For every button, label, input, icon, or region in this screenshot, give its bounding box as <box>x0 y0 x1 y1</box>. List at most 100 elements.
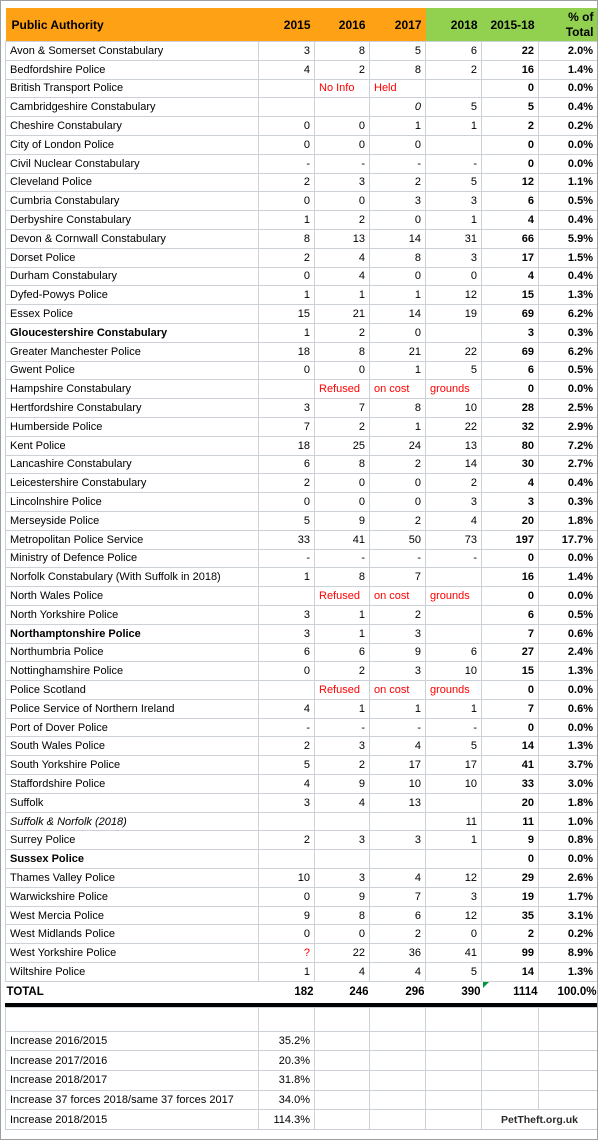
authority-name: British Transport Police <box>5 78 259 99</box>
increase-row: Increase 2018/2017 31.8% <box>5 1070 597 1091</box>
value-cell: 8 <box>369 59 426 80</box>
value-cell: 3 <box>369 191 426 212</box>
value-cell: 2 <box>314 416 370 437</box>
authority-name: Warwickshire Police <box>5 886 259 907</box>
value-cell: 12 <box>425 285 482 306</box>
empty-cell <box>538 1050 597 1072</box>
table-row: Lancashire Constabulary 6 8 2 14 30 2.7% <box>5 454 597 475</box>
authority-name: Sussex Police <box>5 849 259 870</box>
value-cell: 0.6% <box>538 698 597 719</box>
table-row: Thames Valley Police 10 3 4 12 29 2.6% <box>5 868 597 888</box>
value-cell: 5 <box>425 172 482 193</box>
value-cell: 11 <box>481 811 539 832</box>
empty-cell <box>314 1089 370 1111</box>
value-cell: 21 <box>314 304 370 324</box>
value-cell: 1 <box>314 604 370 625</box>
authority-name: Merseyside Police <box>5 510 259 531</box>
authority-name: Nottinghamshire Police <box>5 661 259 682</box>
value-cell: 0.3% <box>538 322 597 343</box>
authority-name: Northamptonshire Police <box>5 623 259 644</box>
value-cell: on cost <box>369 586 426 606</box>
value-cell: 17 <box>369 755 426 776</box>
value-cell: 2 <box>369 924 426 945</box>
empty-cell <box>369 1109 426 1130</box>
table-row: North Yorkshire Police 3 1 2 6 0.5% <box>5 604 597 625</box>
table-row: Sussex Police 0 0.0% <box>5 849 597 870</box>
value-cell: 8 <box>314 567 370 588</box>
spacer-cell <box>258 1006 315 1032</box>
value-cell: 6.2% <box>538 341 597 362</box>
empty-cell <box>369 1070 426 1091</box>
authority-name: Cumbria Constabulary <box>5 191 259 212</box>
authority-name: Metropolitan Police Service <box>5 529 259 550</box>
value-cell: 21 <box>369 341 426 362</box>
value-cell: 22 <box>425 341 482 362</box>
value-cell: 0.0% <box>538 134 597 155</box>
value-cell: 0 <box>425 266 482 287</box>
value-cell: 5 <box>425 962 482 982</box>
value-cell: 33 <box>258 529 315 550</box>
value-cell: 0 <box>314 134 370 155</box>
value-cell: Refused <box>314 680 370 700</box>
value-cell: 2 <box>425 473 482 494</box>
table-row: Humberside Police 7 2 1 22 32 2.9% <box>5 416 597 437</box>
value-cell: 7 <box>481 623 539 644</box>
value-cell: 0.0% <box>538 717 597 738</box>
value-cell: 4 <box>314 792 370 813</box>
table-row: Gwent Police 0 0 1 5 6 0.5% <box>5 360 597 381</box>
table-row: Surrey Police 2 3 3 1 9 0.8% <box>5 830 597 851</box>
table-row: West Yorkshire Police? 22 36 41 99 8.9% <box>5 943 597 964</box>
value-cell: 9 <box>314 510 370 531</box>
value-cell: 2 <box>425 59 482 80</box>
pettheft-credit: PetTheft.org.uk <box>481 1109 597 1130</box>
authority-name: Police Service of Northern Ireland <box>5 698 259 719</box>
value-cell <box>425 604 482 625</box>
value-cell: 0 <box>258 116 315 136</box>
value-cell: 24 <box>369 435 426 456</box>
value-cell: 12 <box>425 868 482 888</box>
authority-name: Bedfordshire Police <box>5 59 259 80</box>
value-cell: 1.4% <box>538 567 597 588</box>
value-cell: 0 <box>481 717 539 738</box>
value-cell <box>425 623 482 644</box>
table-row: Port of Dover Police - - - -0 0.0% <box>5 717 597 738</box>
empty-cell <box>369 1089 426 1111</box>
table-row: Dorset Police 2 4 8 3 17 1.5% <box>5 247 597 268</box>
value-cell: 8 <box>314 905 370 926</box>
table-row: Bedfordshire Police 4 2 8 2 16 1.4% <box>5 59 597 80</box>
value-cell: 7 <box>314 398 370 418</box>
spacer-cell <box>538 1006 597 1032</box>
column-header-2017: 2017 <box>369 8 426 42</box>
column-header-2015-18: 2015-18 <box>481 8 539 42</box>
value-cell: 3.7% <box>538 755 597 776</box>
value-cell <box>258 379 315 400</box>
value-cell <box>258 97 315 118</box>
value-cell: 3 <box>369 623 426 644</box>
value-cell: 6 <box>258 642 315 663</box>
value-cell: 9 <box>314 886 370 907</box>
table-footer: TOTAL 182 246 296 390 1114 100.0% <box>5 980 597 1003</box>
authority-name: Essex Police <box>5 304 259 324</box>
value-cell: 99 <box>481 943 539 964</box>
value-cell: 2 <box>314 59 370 80</box>
value-cell: 8 <box>369 398 426 418</box>
table-row: Merseyside Police 5 9 2 4 20 1.8% <box>5 510 597 531</box>
value-cell: 2 <box>258 736 315 757</box>
value-cell: 14 <box>425 454 482 475</box>
column-header-pct-of-total: % of Total <box>538 8 597 42</box>
authority-name: Avon & Somerset Constabulary <box>5 41 259 61</box>
value-cell: grounds <box>425 680 482 700</box>
value-cell <box>314 811 370 832</box>
value-cell: 3 <box>314 868 370 888</box>
value-cell: 41 <box>314 529 370 550</box>
value-cell: 25 <box>314 435 370 456</box>
value-cell: 9 <box>258 905 315 926</box>
increase-summary-table: Increase 2016/2015 35.2% Increase 2017/201… <box>5 1006 597 1130</box>
header-row: Public Authority 2015 2016 2017 2018 201… <box>5 8 597 42</box>
value-cell: 0.4% <box>538 266 597 287</box>
value-cell: 6 <box>369 905 426 926</box>
value-cell <box>258 78 315 99</box>
value-cell: 0 <box>314 473 370 494</box>
value-cell: 1 <box>369 116 426 136</box>
table-row: Derbyshire Constabulary 1 2 0 1 4 0.4% <box>5 210 597 230</box>
